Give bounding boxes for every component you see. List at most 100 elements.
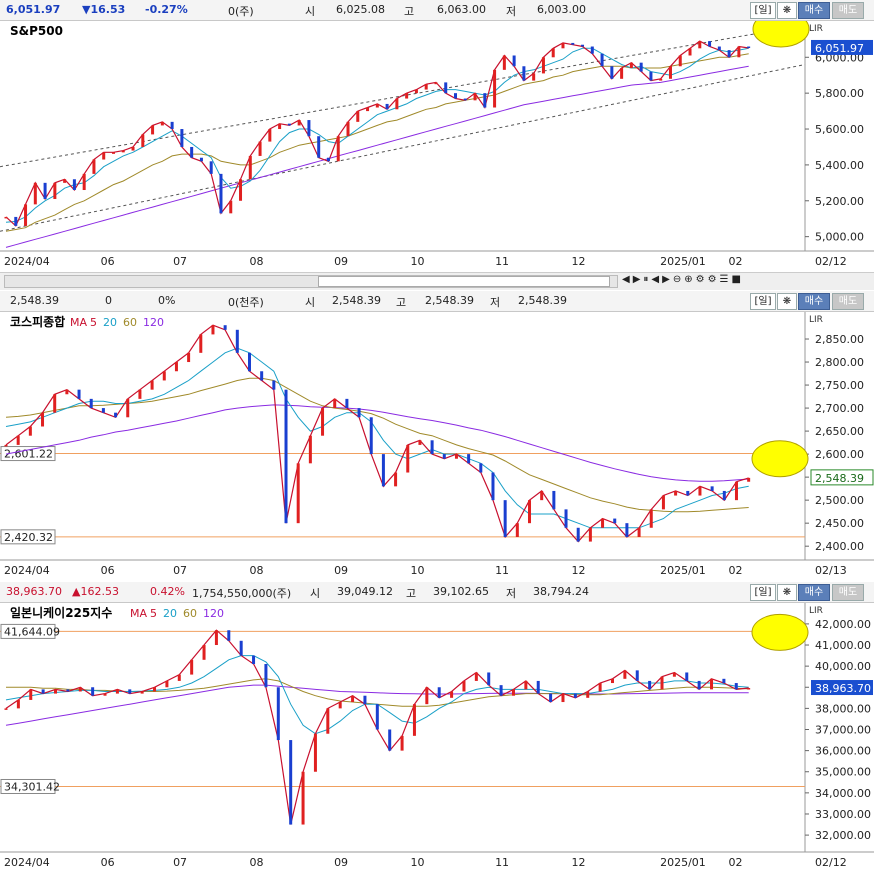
candle bbox=[199, 157, 203, 162]
settings-icon[interactable]: ❋ bbox=[777, 2, 797, 19]
last-price-label: 38,963.70 bbox=[811, 680, 873, 696]
candle bbox=[722, 490, 726, 501]
candle bbox=[467, 454, 471, 464]
candle bbox=[16, 699, 20, 709]
candle bbox=[351, 695, 355, 703]
toolbar-icon-8[interactable]: ⚙ bbox=[707, 274, 717, 285]
candle bbox=[688, 48, 692, 56]
sell-button[interactable]: 매도 bbox=[832, 2, 864, 19]
candle bbox=[338, 702, 342, 709]
kospi-chart: 2,400.002,450.002,500.002,550.002,600.00… bbox=[0, 312, 874, 577]
candle bbox=[180, 129, 184, 147]
end-date-label: 02/12 bbox=[815, 856, 847, 869]
candle bbox=[375, 103, 379, 108]
y-tick-label: 5,400.00 bbox=[815, 159, 864, 172]
candle bbox=[177, 674, 181, 681]
candle bbox=[252, 655, 256, 665]
candle bbox=[573, 693, 577, 698]
candle bbox=[747, 46, 751, 49]
candle bbox=[659, 78, 663, 81]
y-tick-label: 2,750.00 bbox=[815, 379, 864, 392]
sp500-panel: 6,051.97 ▼16.53 -0.27% 0(주) 시 6,025.08 고… bbox=[0, 0, 874, 290]
y-tick-label: 5,200.00 bbox=[815, 195, 864, 208]
period-button[interactable]: [일] bbox=[750, 2, 776, 19]
buy-button[interactable]: 매수 bbox=[798, 293, 830, 310]
last-price-box bbox=[811, 680, 873, 696]
candle bbox=[610, 66, 614, 79]
chart-title-group: S&P500 bbox=[10, 24, 63, 38]
candle bbox=[63, 179, 67, 183]
sp500-chart: 5,000.00 5,200.00 5,400.00 5,600.00 5,800.00… bbox=[0, 21, 874, 268]
candle bbox=[454, 454, 458, 459]
candle bbox=[672, 672, 676, 677]
series-line-0 bbox=[5, 40, 749, 227]
x-tick-label: 02 bbox=[729, 255, 743, 268]
sell-button[interactable]: 매도 bbox=[832, 293, 864, 310]
toolbar-icon-0[interactable]: ◀ bbox=[622, 274, 630, 285]
candle bbox=[487, 672, 491, 686]
settings-icon[interactable]: ❋ bbox=[777, 584, 797, 601]
candle bbox=[284, 389, 288, 524]
period-button[interactable]: [일] bbox=[750, 293, 776, 310]
scroll-thumb[interactable] bbox=[318, 276, 610, 287]
y-tick-label: 40,000.00 bbox=[815, 660, 871, 673]
toolbar-icon-1[interactable]: ▶ bbox=[632, 274, 641, 285]
candle bbox=[28, 426, 32, 436]
candle bbox=[4, 216, 8, 219]
toolbar-icon-2[interactable]: ⏸ bbox=[643, 274, 649, 285]
candle bbox=[140, 691, 144, 694]
open-value: 39,049.12 bbox=[337, 585, 393, 598]
candle bbox=[590, 46, 594, 54]
support-label-box bbox=[0, 529, 56, 545]
candle bbox=[623, 670, 627, 679]
toolbar-icon-10[interactable]: ■ bbox=[731, 274, 741, 285]
candle bbox=[366, 107, 370, 112]
candle bbox=[346, 121, 350, 137]
candle bbox=[128, 689, 132, 694]
series-line-3 bbox=[5, 684, 749, 726]
candle bbox=[462, 680, 466, 692]
period-button[interactable]: [일] bbox=[750, 584, 776, 601]
open-value: 6,025.08 bbox=[336, 3, 385, 16]
series-line-3 bbox=[5, 65, 749, 248]
candle bbox=[522, 66, 526, 81]
buy-button[interactable]: 매수 bbox=[798, 2, 830, 19]
chart-title: 일본니케이225지수 bbox=[10, 605, 112, 620]
candle bbox=[635, 670, 639, 681]
candle bbox=[29, 689, 33, 700]
candle bbox=[363, 695, 367, 705]
candle bbox=[326, 708, 330, 734]
last-price-text: 6,051.97 bbox=[815, 42, 864, 55]
toolbar-icon-5[interactable]: ⊖ bbox=[672, 274, 682, 285]
candle bbox=[278, 123, 282, 130]
toolbar-icon-4[interactable]: ▶ bbox=[662, 274, 670, 285]
candle bbox=[708, 41, 712, 47]
candle bbox=[174, 362, 178, 372]
candle bbox=[747, 477, 751, 482]
price: 6,051.97 bbox=[6, 3, 61, 16]
low-label: 저 bbox=[506, 5, 517, 18]
toolbar-icon-6[interactable]: ⊕ bbox=[684, 274, 693, 285]
candle bbox=[474, 672, 478, 681]
candle bbox=[598, 683, 602, 692]
toolbar-icon-3[interactable]: ◀ bbox=[651, 274, 660, 285]
ma-label: MA bbox=[130, 607, 147, 620]
buy-button[interactable]: 매수 bbox=[798, 584, 830, 601]
axis-corner-label: LIR bbox=[809, 24, 823, 34]
candle bbox=[369, 417, 373, 455]
y-tick-label: 42,000.00 bbox=[815, 618, 871, 631]
high-label: 고 bbox=[404, 5, 415, 18]
candle bbox=[499, 685, 503, 696]
y-tick-label: 37,000.00 bbox=[815, 724, 871, 737]
sell-button[interactable]: 매도 bbox=[832, 584, 864, 601]
toolbar-icon-7[interactable]: ⚙ bbox=[695, 274, 705, 285]
candle bbox=[264, 664, 268, 688]
candle bbox=[561, 42, 565, 49]
last-price-label: 2,548.39 bbox=[810, 469, 874, 486]
series-line-2 bbox=[5, 377, 749, 513]
y-tick-label: 5,600.00 bbox=[815, 123, 864, 136]
settings-icon[interactable]: ❋ bbox=[777, 293, 797, 310]
toolbar-icon-9[interactable]: ☰ bbox=[719, 274, 729, 285]
candle bbox=[202, 645, 206, 660]
candle bbox=[493, 69, 497, 108]
